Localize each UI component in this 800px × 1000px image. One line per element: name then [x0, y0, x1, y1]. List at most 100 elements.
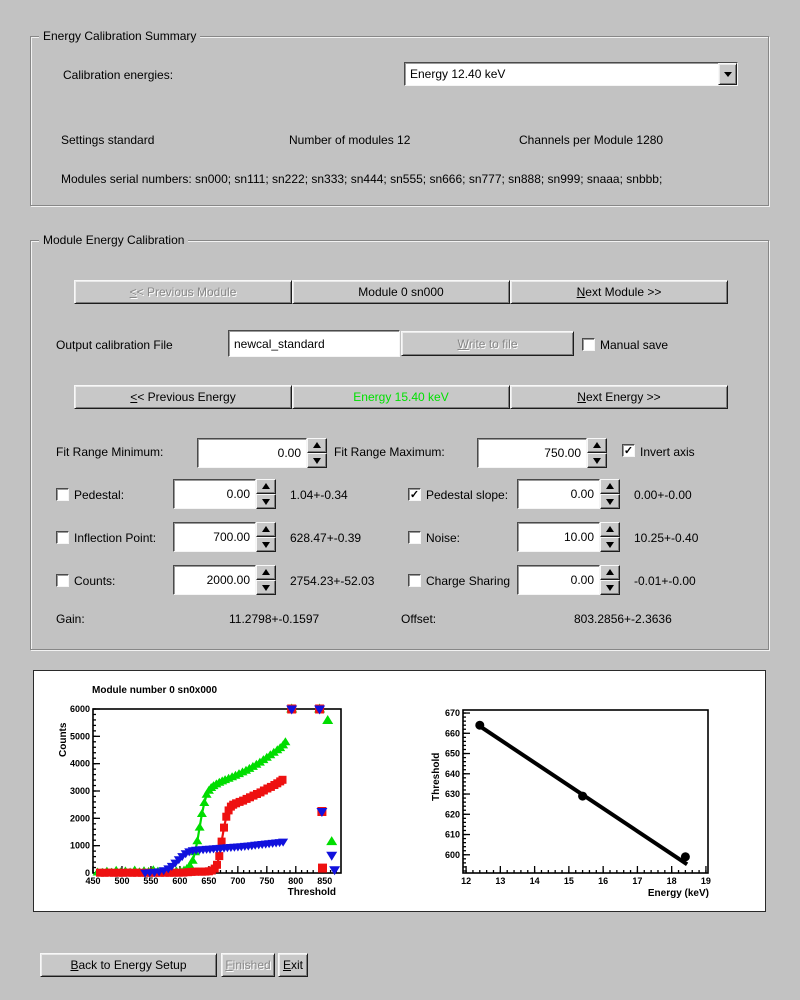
- spin-down-button[interactable]: [587, 453, 607, 468]
- calibration-energies-label: Calibration energies:: [63, 68, 174, 82]
- svg-text:14: 14: [530, 876, 540, 886]
- spin-down-button[interactable]: [256, 537, 276, 552]
- output-file-input[interactable]: [228, 330, 400, 357]
- fit-range-min-input[interactable]: [197, 438, 307, 468]
- previous-module-button: < < Previous Module: [74, 280, 292, 304]
- svg-text:4000: 4000: [70, 759, 90, 769]
- noise-stepper: [600, 522, 620, 552]
- invert-axis-label: Invert axis: [640, 445, 695, 459]
- energy-axis-label: Energy (keV): [647, 888, 709, 899]
- threshold-vs-energy-plot: 12 13 14 15 16 17 18 19 600 610 620 630 640 650 660 670: [445, 708, 711, 886]
- counts-axis-label: Counts: [58, 722, 69, 757]
- inflection-point-stepper: [256, 522, 276, 552]
- offset-label: Offset:: [401, 612, 437, 626]
- chevron-down-icon[interactable]: [718, 63, 737, 85]
- fit-range-max-stepper: [587, 438, 607, 468]
- calibration-energies-dropdown[interactable]: Energy 12.40 keV: [404, 62, 738, 86]
- spin-up-button[interactable]: [587, 438, 607, 453]
- previous-energy-button[interactable]: < < Previous Energy: [74, 385, 292, 409]
- module-energy-calibration-group: Module Energy Calibration < < Previous Mo…: [30, 233, 769, 650]
- counts-stepper: [256, 565, 276, 595]
- charge-sharing-stepper: [600, 565, 620, 595]
- gain-label: Gain:: [56, 612, 85, 626]
- manual-save-label: Manual save: [600, 338, 669, 352]
- pedestal-input[interactable]: [173, 479, 256, 509]
- number-of-modules-label: Number of modules 12: [289, 133, 411, 147]
- spin-up-button[interactable]: [600, 522, 620, 537]
- energy-calibration-summary-group: Energy Calibration Summary Calibration e…: [30, 29, 769, 206]
- fit-range-max-label: Fit Range Maximum:: [334, 445, 445, 459]
- counts-checkbox[interactable]: [56, 574, 69, 587]
- spin-down-button[interactable]: [256, 580, 276, 595]
- manual-save-checkbox[interactable]: [582, 338, 595, 351]
- svg-text:800: 800: [288, 876, 303, 886]
- svg-text:550: 550: [143, 876, 158, 886]
- pedestal-slope-input[interactable]: [517, 479, 600, 509]
- spin-down-button[interactable]: [307, 453, 327, 468]
- counts-label: Counts:: [74, 574, 116, 588]
- threshold-axis-label: Threshold: [287, 887, 336, 898]
- svg-text:2000: 2000: [70, 813, 90, 823]
- svg-text:610: 610: [445, 830, 460, 840]
- pedestal-label: Pedestal:: [74, 488, 125, 502]
- counts-input[interactable]: [173, 565, 256, 595]
- spin-up-button[interactable]: [256, 479, 276, 494]
- svg-text:17: 17: [632, 876, 642, 886]
- svg-text:750: 750: [259, 876, 274, 886]
- svg-text:13: 13: [495, 876, 505, 886]
- svg-text:5000: 5000: [70, 731, 90, 741]
- spin-up-button[interactable]: [600, 479, 620, 494]
- inflection-point-input[interactable]: [173, 522, 256, 552]
- pedestal-fit-value: 1.04+-0.34: [290, 488, 348, 502]
- charge-sharing-checkbox[interactable]: [408, 574, 421, 587]
- spin-up-button[interactable]: [307, 438, 327, 453]
- spin-down-button[interactable]: [600, 494, 620, 509]
- svg-text:0: 0: [85, 868, 90, 878]
- noise-label: Noise:: [426, 531, 461, 545]
- fit-range-max-input[interactable]: [477, 438, 587, 468]
- svg-text:3000: 3000: [70, 786, 90, 796]
- svg-text:15: 15: [564, 876, 574, 886]
- spin-up-button[interactable]: [600, 565, 620, 580]
- module-group-title: Module Energy Calibration: [39, 233, 189, 247]
- svg-text:16: 16: [598, 876, 608, 886]
- svg-text:660: 660: [445, 728, 460, 738]
- svg-text:600: 600: [172, 876, 187, 886]
- plot-title: Module number 0 sn0x000: [92, 685, 218, 696]
- spin-down-button[interactable]: [256, 494, 276, 509]
- svg-text:18: 18: [667, 876, 677, 886]
- svg-text:700: 700: [230, 876, 245, 886]
- output-file-label: Output calibration File: [56, 338, 173, 352]
- svg-text:19: 19: [701, 876, 711, 886]
- noise-input[interactable]: [517, 522, 600, 552]
- spin-down-button[interactable]: [600, 580, 620, 595]
- inflection-point-checkbox[interactable]: [56, 531, 69, 544]
- fit-range-min-stepper: [307, 438, 327, 468]
- pedestal-slope-label: Pedestal slope:: [426, 488, 509, 502]
- inflection-point-label: Inflection Point:: [74, 531, 157, 545]
- plot-canvas: 450 500 550 600 650 700 750 800 850 0 1000 2000 3000…: [33, 670, 766, 912]
- pedestal-slope-checkbox[interactable]: ✓: [408, 488, 421, 501]
- noise-checkbox[interactable]: [408, 531, 421, 544]
- svg-text:12: 12: [461, 876, 471, 886]
- invert-axis-checkbox[interactable]: ✓: [622, 444, 635, 457]
- energy-indicator-button[interactable]: Energy 15.40 keV: [292, 385, 510, 409]
- pedestal-checkbox[interactable]: [56, 488, 69, 501]
- svg-text:650: 650: [445, 749, 460, 759]
- module-serial-numbers-label: Modules serial numbers: sn000; sn111; sn…: [61, 172, 663, 186]
- spin-up-button[interactable]: [256, 522, 276, 537]
- svg-text:850: 850: [317, 876, 332, 886]
- svg-text:500: 500: [114, 876, 129, 886]
- channels-per-module-label: Channels per Module 1280: [519, 133, 664, 147]
- spin-up-button[interactable]: [256, 565, 276, 580]
- counts-fit-value: 2754.23+-52.03: [290, 574, 375, 588]
- charge-sharing-input[interactable]: [517, 565, 600, 595]
- module-indicator-button[interactable]: Module 0 sn000: [292, 280, 510, 304]
- spin-down-button[interactable]: [600, 537, 620, 552]
